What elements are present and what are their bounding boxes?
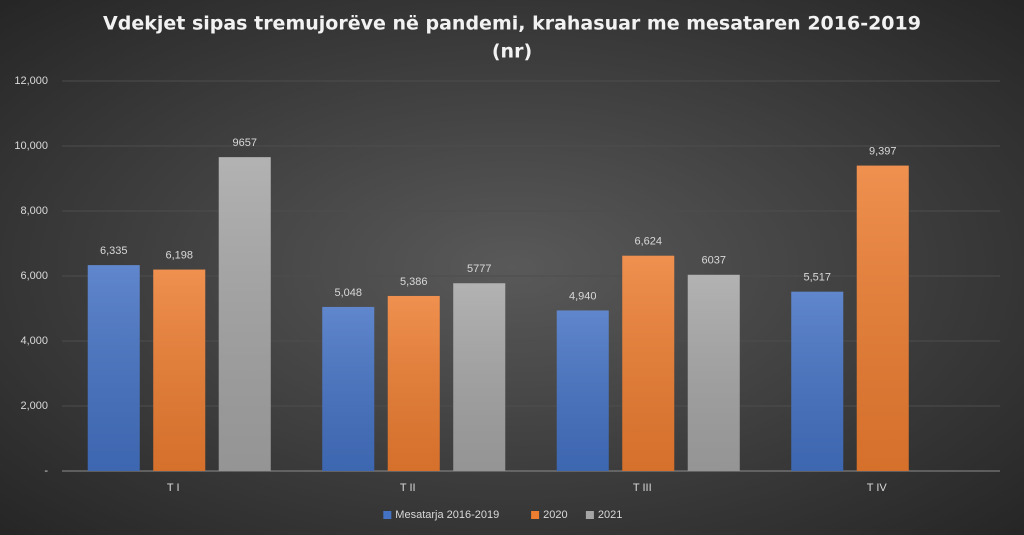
data-label: 5777 [467,263,491,275]
data-label: 5,048 [334,287,362,299]
bar [687,274,740,471]
data-label: 6,198 [165,249,193,261]
bar [387,295,440,471]
bar [856,165,909,471]
y-tick-label: 8,000 [20,205,48,217]
x-tick-label: T IV [867,482,888,494]
legend-label: 2020 [543,509,567,521]
data-label: 9,397 [869,146,897,158]
legend-label: Mesatarja 2016-2019 [395,509,499,521]
data-label: 6,335 [100,245,128,257]
bar [87,265,140,471]
data-label: 6,624 [634,236,662,248]
chart-title: (nr) [492,41,532,63]
y-tick-label: 12,000 [14,75,48,87]
bar [218,157,271,471]
chart-title: Vdekjet sipas tremujorëve në pandemi, kr… [103,13,921,35]
legend-swatch [383,511,392,519]
bar [556,310,609,471]
y-tick-label: 6,000 [20,270,48,282]
y-tick-label: 4,000 [20,335,48,347]
y-tick-label: - [44,465,48,477]
data-label: 4,940 [569,290,597,302]
legend-swatch [531,511,540,519]
y-tick-label: 10,000 [14,140,48,152]
bar [622,255,675,471]
bar [453,283,506,471]
legend-label: 2021 [598,509,622,521]
data-label: 6037 [702,255,726,267]
data-label: 9657 [233,137,257,149]
bar [791,291,844,471]
bar [322,306,375,471]
y-tick-label: 2,000 [20,400,48,412]
legend-swatch [585,511,594,519]
x-tick-label: T I [167,482,180,494]
data-label: 5,386 [400,276,428,288]
x-tick-label: T II [400,482,416,494]
bar [153,269,206,471]
x-tick-label: T III [633,482,652,494]
data-label: 5,517 [803,272,831,284]
